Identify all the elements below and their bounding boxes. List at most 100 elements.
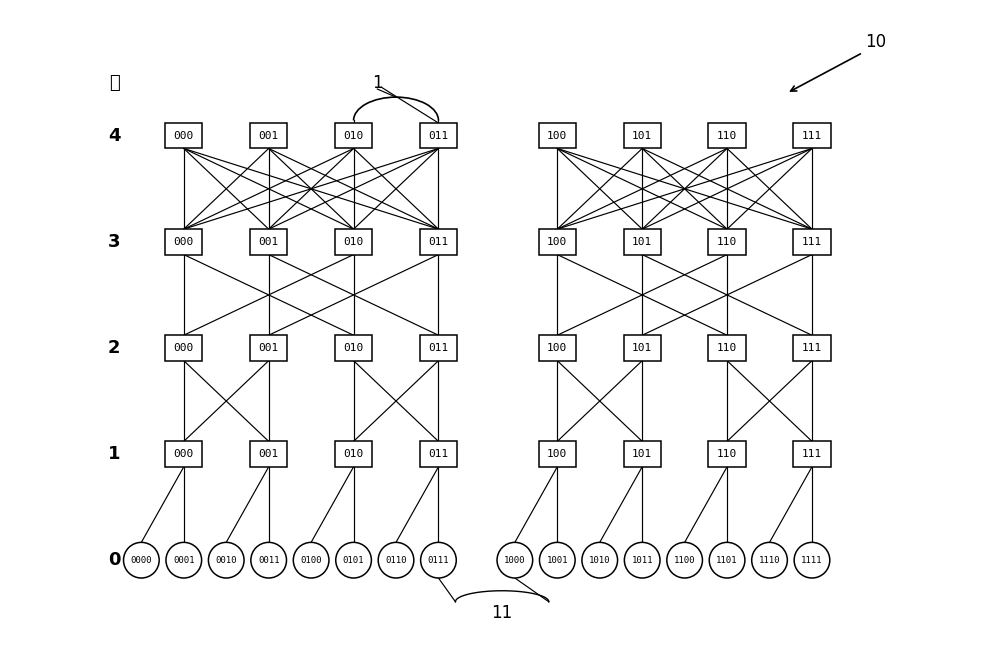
- Text: 1000: 1000: [504, 556, 526, 564]
- Text: 0001: 0001: [173, 556, 195, 564]
- Text: 10: 10: [865, 34, 886, 52]
- FancyBboxPatch shape: [165, 229, 202, 255]
- Text: 011: 011: [428, 343, 449, 353]
- Text: 0100: 0100: [300, 556, 322, 564]
- Text: 1: 1: [108, 445, 120, 463]
- Text: 0: 0: [108, 551, 120, 569]
- Text: 0110: 0110: [385, 556, 407, 564]
- FancyBboxPatch shape: [708, 229, 746, 255]
- Text: 0000: 0000: [131, 556, 152, 564]
- Text: 100: 100: [547, 449, 567, 459]
- Text: 2: 2: [108, 339, 120, 357]
- FancyBboxPatch shape: [420, 123, 457, 148]
- Text: 1010: 1010: [589, 556, 610, 564]
- FancyBboxPatch shape: [624, 335, 661, 361]
- Text: 001: 001: [259, 237, 279, 247]
- Text: 101: 101: [632, 237, 652, 247]
- Text: 111: 111: [802, 449, 822, 459]
- FancyBboxPatch shape: [793, 123, 831, 148]
- Text: 1110: 1110: [759, 556, 780, 564]
- Text: 010: 010: [343, 237, 364, 247]
- Text: 3: 3: [108, 233, 120, 251]
- Text: 1001: 1001: [547, 556, 568, 564]
- Text: 000: 000: [174, 131, 194, 141]
- FancyBboxPatch shape: [624, 229, 661, 255]
- Text: 010: 010: [343, 131, 364, 141]
- Circle shape: [293, 542, 329, 578]
- Circle shape: [208, 542, 244, 578]
- FancyBboxPatch shape: [250, 229, 287, 255]
- Text: 111: 111: [802, 343, 822, 353]
- Text: 000: 000: [174, 343, 194, 353]
- Text: 100: 100: [547, 131, 567, 141]
- Text: 级: 级: [109, 74, 120, 92]
- FancyBboxPatch shape: [539, 229, 576, 255]
- Text: 0111: 0111: [428, 556, 449, 564]
- Text: 100: 100: [547, 237, 567, 247]
- FancyBboxPatch shape: [708, 441, 746, 467]
- FancyBboxPatch shape: [793, 229, 831, 255]
- FancyBboxPatch shape: [335, 441, 372, 467]
- FancyBboxPatch shape: [250, 441, 287, 467]
- FancyBboxPatch shape: [708, 335, 746, 361]
- Circle shape: [667, 542, 702, 578]
- Text: 101: 101: [632, 343, 652, 353]
- Circle shape: [166, 542, 202, 578]
- FancyBboxPatch shape: [420, 335, 457, 361]
- FancyBboxPatch shape: [250, 123, 287, 148]
- Circle shape: [251, 542, 287, 578]
- Circle shape: [336, 542, 371, 578]
- Circle shape: [497, 542, 533, 578]
- Circle shape: [421, 542, 456, 578]
- Text: 001: 001: [259, 131, 279, 141]
- Text: 4: 4: [108, 127, 120, 144]
- Text: 0010: 0010: [215, 556, 237, 564]
- Text: 011: 011: [428, 131, 449, 141]
- Text: 001: 001: [259, 343, 279, 353]
- FancyBboxPatch shape: [539, 335, 576, 361]
- Text: 101: 101: [632, 449, 652, 459]
- FancyBboxPatch shape: [539, 123, 576, 148]
- Circle shape: [378, 542, 414, 578]
- FancyBboxPatch shape: [335, 229, 372, 255]
- Text: 0101: 0101: [343, 556, 364, 564]
- FancyBboxPatch shape: [420, 229, 457, 255]
- FancyBboxPatch shape: [539, 441, 576, 467]
- FancyBboxPatch shape: [250, 335, 287, 361]
- Circle shape: [624, 542, 660, 578]
- Text: 0011: 0011: [258, 556, 279, 564]
- Text: 010: 010: [343, 449, 364, 459]
- Text: 11: 11: [491, 604, 513, 622]
- FancyBboxPatch shape: [335, 123, 372, 148]
- Text: 110: 110: [717, 237, 737, 247]
- Text: 110: 110: [717, 131, 737, 141]
- Text: 1101: 1101: [716, 556, 738, 564]
- FancyBboxPatch shape: [420, 441, 457, 467]
- FancyBboxPatch shape: [708, 123, 746, 148]
- Text: 010: 010: [343, 343, 364, 353]
- Text: 1100: 1100: [674, 556, 695, 564]
- FancyBboxPatch shape: [165, 441, 202, 467]
- Circle shape: [124, 542, 159, 578]
- Text: 1011: 1011: [631, 556, 653, 564]
- Text: 1111: 1111: [801, 556, 823, 564]
- Text: 1: 1: [372, 74, 383, 92]
- Text: 110: 110: [717, 343, 737, 353]
- FancyBboxPatch shape: [335, 335, 372, 361]
- Circle shape: [752, 542, 787, 578]
- Circle shape: [539, 542, 575, 578]
- Text: 000: 000: [174, 449, 194, 459]
- Text: 110: 110: [717, 449, 737, 459]
- Text: 100: 100: [547, 343, 567, 353]
- FancyBboxPatch shape: [165, 123, 202, 148]
- Text: 011: 011: [428, 237, 449, 247]
- Text: 001: 001: [259, 449, 279, 459]
- Circle shape: [582, 542, 618, 578]
- Circle shape: [709, 542, 745, 578]
- FancyBboxPatch shape: [793, 335, 831, 361]
- Text: 111: 111: [802, 237, 822, 247]
- Circle shape: [794, 542, 830, 578]
- FancyBboxPatch shape: [624, 441, 661, 467]
- Text: 011: 011: [428, 449, 449, 459]
- FancyBboxPatch shape: [793, 441, 831, 467]
